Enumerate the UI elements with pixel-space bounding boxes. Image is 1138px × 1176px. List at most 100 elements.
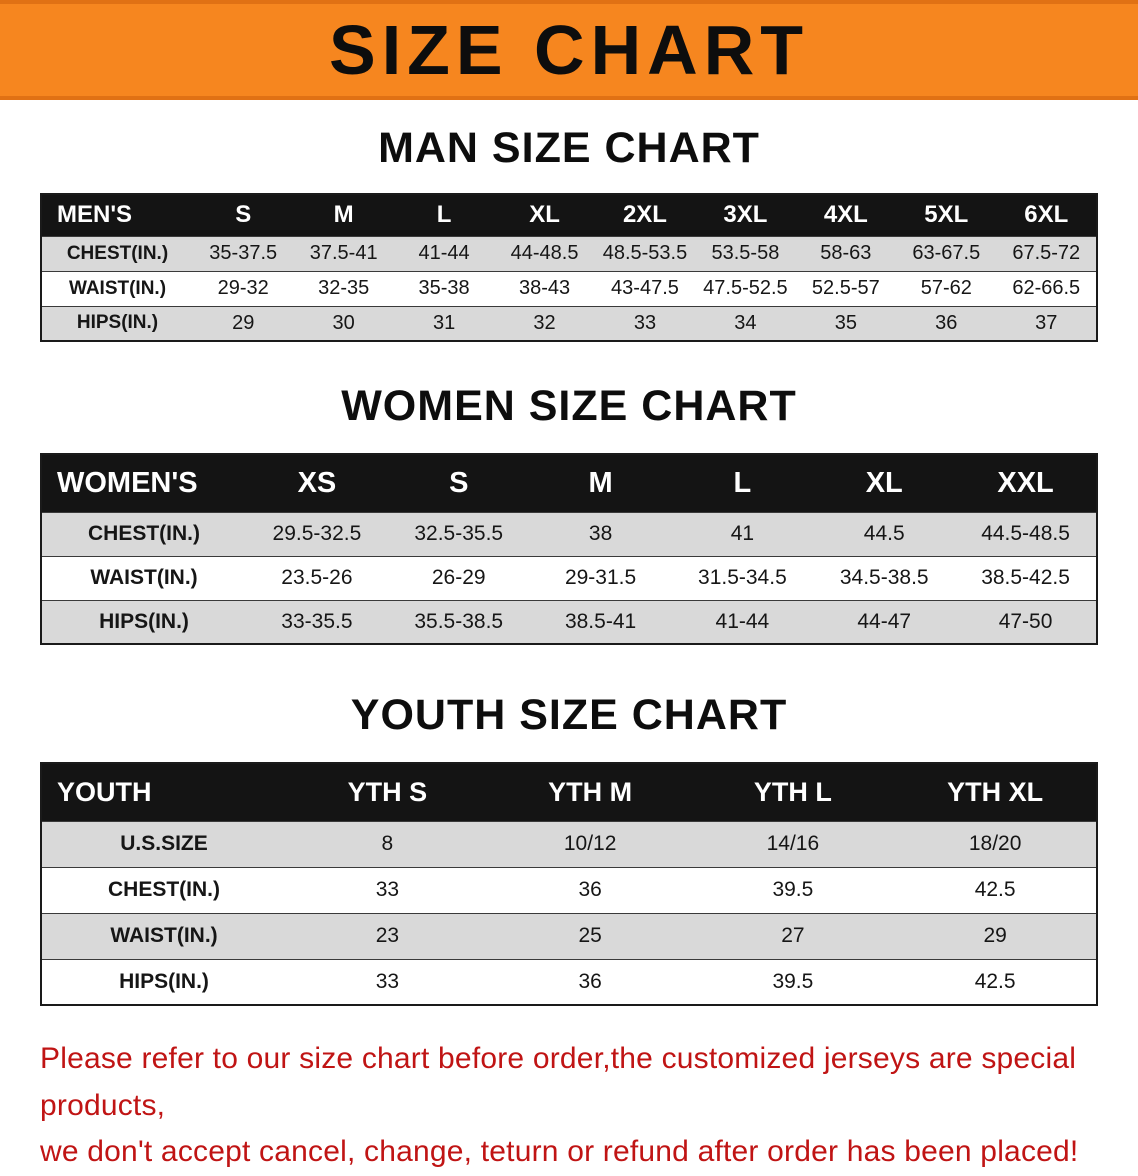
- women-section-heading: WOMEN SIZE CHART: [341, 382, 797, 430]
- value-cell: 47-50: [955, 599, 1097, 644]
- size-column-header: YTH M: [488, 763, 692, 821]
- table-row: CHEST(IN.) 33 36 39.5 42.5: [41, 866, 1097, 913]
- value-cell: 44-47: [813, 599, 956, 644]
- size-column-header: XL: [494, 194, 595, 236]
- value-cell: 14/16: [691, 820, 895, 867]
- row-label-cell: CHEST(IN.): [41, 235, 193, 271]
- youth-section: YOUTH SIZE CHART YOUTH YTH S YTH M YTH L YTH…: [0, 691, 1138, 1006]
- value-cell: 31: [393, 305, 495, 341]
- size-column-header: L: [671, 454, 814, 512]
- value-cell: 48.5-53.5: [594, 235, 696, 271]
- value-cell: 26-29: [387, 555, 530, 600]
- table-header-row: YOUTH YTH S YTH M YTH L YTH XL: [41, 763, 1097, 821]
- value-cell: 39.5: [691, 958, 895, 1005]
- value-cell: 32-35: [293, 270, 394, 306]
- value-cell: 33: [286, 958, 489, 1005]
- value-cell: 27: [691, 912, 895, 959]
- value-cell: 29.5-32.5: [246, 511, 388, 556]
- value-cell: 39.5: [691, 866, 895, 913]
- value-cell: 32.5-35.5: [387, 511, 530, 556]
- value-cell: 33: [286, 866, 489, 913]
- value-cell: 38: [529, 511, 672, 556]
- row-label-cell: WAIST(IN.): [41, 270, 193, 306]
- value-cell: 8: [286, 820, 489, 867]
- value-cell: 52.5-57: [795, 270, 897, 306]
- table-row: CHEST(IN.) 35-37.5 37.5-41 41-44 44-48.5 48.5…: [41, 235, 1097, 271]
- value-cell: 42.5: [894, 866, 1097, 913]
- youth-size-table: YOUTH YTH S YTH M YTH L YTH XL U.S.SIZE 8 10/12…: [40, 762, 1098, 1006]
- value-cell: 58-63: [795, 235, 897, 271]
- table-row: HIPS(IN.) 33 36 39.5 42.5: [41, 958, 1097, 1005]
- youth-section-heading: YOUTH SIZE CHART: [350, 691, 788, 739]
- value-cell: 63-67.5: [896, 235, 997, 271]
- value-cell: 36: [896, 305, 997, 341]
- table-row: WAIST(IN.) 23 25 27 29: [41, 912, 1097, 959]
- value-cell: 25: [488, 912, 692, 959]
- table-row: HIPS(IN.) 29 30 31 32 33 34 35 36 37: [41, 305, 1097, 341]
- row-label-cell: WAIST(IN.): [41, 912, 286, 959]
- men-section: MAN SIZE CHART MEN'S S M L XL 2XL 3XL 4XL 5XL 6XL…: [0, 124, 1138, 342]
- value-cell: 29-32: [193, 270, 294, 306]
- size-column-header: S: [387, 454, 530, 512]
- banner: SIZE CHART: [0, 0, 1138, 100]
- table-row: WAIST(IN.) 29-32 32-35 35-38 38-43 43-47.5 47.…: [41, 270, 1097, 306]
- disclaimer: Please refer to our size chart before or…: [40, 1036, 1138, 1176]
- table-header-row: WOMEN'S XS S M L XL XXL: [41, 454, 1097, 512]
- value-cell: 42.5: [894, 958, 1097, 1005]
- value-cell: 30: [293, 305, 394, 341]
- men-section-heading: MAN SIZE CHART: [378, 124, 760, 172]
- value-cell: 36: [488, 866, 692, 913]
- size-column-header: 6XL: [996, 194, 1097, 236]
- row-label-cell: HIPS(IN.): [41, 599, 246, 644]
- value-cell: 37: [996, 305, 1097, 341]
- value-cell: 35-38: [393, 270, 495, 306]
- value-cell: 33-35.5: [246, 599, 388, 644]
- value-cell: 62-66.5: [996, 270, 1097, 306]
- value-cell: 32: [494, 305, 595, 341]
- value-cell: 44-48.5: [494, 235, 595, 271]
- disclaimer-line-2: we don't accept cancel, change, teturn o…: [40, 1135, 1079, 1168]
- row-label-cell: CHEST(IN.): [41, 866, 286, 913]
- value-cell: 10/12: [488, 820, 692, 867]
- value-cell: 57-62: [896, 270, 997, 306]
- size-column-header: S: [193, 194, 294, 236]
- size-column-header: YTH L: [691, 763, 895, 821]
- value-cell: 34.5-38.5: [813, 555, 956, 600]
- table-row: CHEST(IN.) 29.5-32.5 32.5-35.5 38 41 44.5 44.5…: [41, 511, 1097, 556]
- row-label-cell: CHEST(IN.): [41, 511, 246, 556]
- size-column-header: 2XL: [594, 194, 696, 236]
- table-row: U.S.SIZE 8 10/12 14/16 18/20: [41, 820, 1097, 867]
- row-label-cell: WAIST(IN.): [41, 555, 246, 600]
- size-column-header: 5XL: [896, 194, 997, 236]
- table-header-row: MEN'S S M L XL 2XL 3XL 4XL 5XL 6XL: [41, 194, 1097, 236]
- table-title-cell: YOUTH: [41, 763, 286, 821]
- value-cell: 38-43: [494, 270, 595, 306]
- value-cell: 37.5-41: [293, 235, 394, 271]
- value-cell: 41-44: [671, 599, 814, 644]
- table-title-cell: WOMEN'S: [41, 454, 246, 512]
- size-column-header: 3XL: [695, 194, 796, 236]
- value-cell: 44.5-48.5: [955, 511, 1097, 556]
- size-column-header: XL: [813, 454, 956, 512]
- value-cell: 18/20: [894, 820, 1097, 867]
- size-column-header: XS: [246, 454, 388, 512]
- value-cell: 31.5-34.5: [671, 555, 814, 600]
- women-section: WOMEN SIZE CHART WOMEN'S XS S M L XL XXL CHEST(…: [0, 382, 1138, 645]
- women-size-table: WOMEN'S XS S M L XL XXL CHEST(IN.) 29.5-32.5 32.5…: [40, 453, 1098, 645]
- size-column-header: M: [293, 194, 394, 236]
- value-cell: 29: [894, 912, 1097, 959]
- value-cell: 29-31.5: [529, 555, 672, 600]
- value-cell: 23.5-26: [246, 555, 388, 600]
- value-cell: 41-44: [393, 235, 495, 271]
- value-cell: 44.5: [813, 511, 956, 556]
- value-cell: 35.5-38.5: [387, 599, 530, 644]
- table-row: WAIST(IN.) 23.5-26 26-29 29-31.5 31.5-34.5 34…: [41, 555, 1097, 600]
- value-cell: 53.5-58: [695, 235, 796, 271]
- men-size-table: MEN'S S M L XL 2XL 3XL 4XL 5XL 6XL CHEST(IN.) 35-37…: [40, 193, 1098, 342]
- value-cell: 38.5-41: [529, 599, 672, 644]
- row-label-cell: HIPS(IN.): [41, 958, 286, 1005]
- value-cell: 23: [286, 912, 489, 959]
- value-cell: 41: [671, 511, 814, 556]
- value-cell: 35-37.5: [193, 235, 294, 271]
